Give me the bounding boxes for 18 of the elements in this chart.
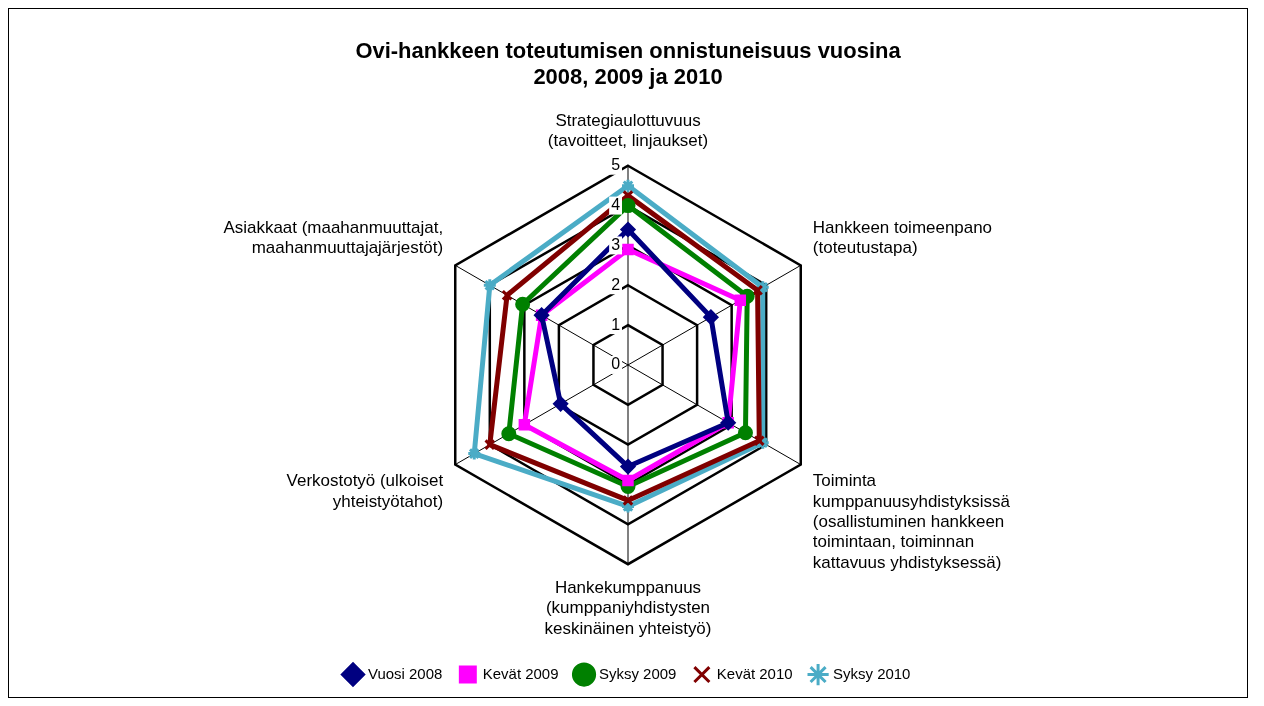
legend-label: Vuosi 2008 (367, 664, 443, 682)
legend-label: Syksy 2009 (599, 664, 677, 682)
legend-label: Kevät 2009 (482, 664, 559, 682)
y-tick-label: 2 (611, 275, 621, 293)
chart-title: Ovi-hankkeen toteutumisen onnistuneisuus vuosina 2008, 2009 ja 2010 (355, 38, 902, 90)
spoke-label: Asiakkaat (maahanmuuttajat, maahanmuuttajajärjestöt) (223, 217, 444, 257)
spoke-label: Toiminta kumppanuusyhdistyksissä (osallistuminen hankkeen toimintaan, toiminnan kattavuus yhdistyksessä) (812, 471, 1011, 572)
y-tick-label: 0 (611, 355, 621, 373)
spoke-label: Verkostotyö (ulkoiset yhteistyötahot) (286, 471, 444, 511)
y-tick-label: 5 (611, 156, 621, 174)
legend-label: Kevät 2010 (716, 664, 793, 682)
spoke-label: Strategiaulottuvuus (tavoitteet, linjaukset) (547, 110, 709, 151)
y-tick-label: 3 (611, 235, 621, 253)
legend-label: Syksy 2010 (833, 664, 911, 682)
spoke-label: Hankkeen toimeenpano (toteutustapa) (812, 217, 993, 257)
spoke-label: Hankekumppanuus (kumppaniyhdistysten keskinäinen yhteistyö) (544, 578, 712, 638)
y-tick-label: 4 (611, 195, 621, 213)
y-tick-label: 1 (611, 315, 621, 333)
